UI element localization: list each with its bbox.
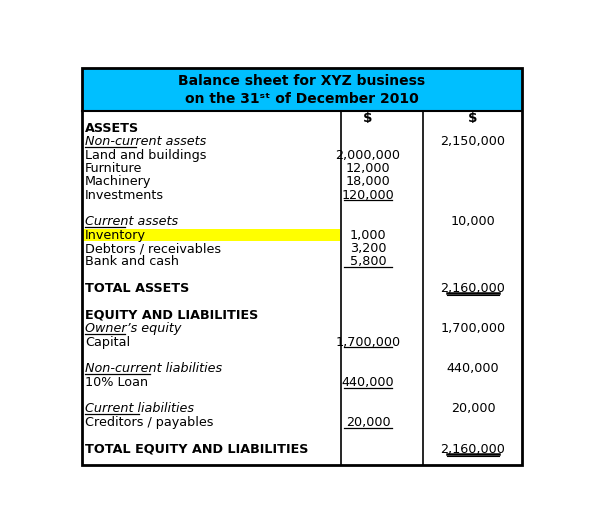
Text: Balance sheet for XYZ business: Balance sheet for XYZ business	[178, 73, 425, 88]
Text: Debtors / receivables: Debtors / receivables	[85, 242, 221, 255]
Text: Machinery: Machinery	[85, 175, 151, 188]
FancyBboxPatch shape	[82, 229, 340, 241]
Text: on the 31ˢᵗ of December 2010: on the 31ˢᵗ of December 2010	[185, 91, 419, 106]
Text: 1,700,000: 1,700,000	[336, 336, 401, 348]
Text: EQUITY AND LIABILITIES: EQUITY AND LIABILITIES	[85, 309, 259, 322]
FancyBboxPatch shape	[82, 68, 522, 111]
Text: TOTAL EQUITY AND LIABILITIES: TOTAL EQUITY AND LIABILITIES	[85, 442, 309, 456]
Text: 3,200: 3,200	[350, 242, 386, 255]
Text: 5,800: 5,800	[350, 256, 386, 268]
Text: 1,000: 1,000	[350, 229, 386, 242]
Text: $: $	[468, 112, 478, 126]
Text: Inventory: Inventory	[85, 229, 146, 242]
Text: TOTAL ASSETS: TOTAL ASSETS	[85, 282, 189, 295]
Text: 10% Loan: 10% Loan	[85, 376, 148, 389]
Text: Non-current assets: Non-current assets	[85, 135, 206, 148]
Text: 20,000: 20,000	[451, 402, 495, 416]
Text: $: $	[363, 112, 373, 126]
Text: Capital: Capital	[85, 336, 130, 348]
Text: Furniture: Furniture	[85, 162, 143, 175]
Text: 12,000: 12,000	[346, 162, 391, 175]
Text: Land and buildings: Land and buildings	[85, 148, 207, 162]
Text: 2,160,000: 2,160,000	[441, 442, 505, 456]
Text: 1,700,000: 1,700,000	[441, 322, 505, 335]
Text: 120,000: 120,000	[342, 188, 395, 202]
Text: Owner’s equity: Owner’s equity	[85, 322, 181, 335]
Text: 20,000: 20,000	[346, 416, 391, 429]
Text: Non-current liabilities: Non-current liabilities	[85, 362, 222, 375]
Text: 440,000: 440,000	[342, 376, 395, 389]
Text: 2,150,000: 2,150,000	[441, 135, 505, 148]
Text: 2,000,000: 2,000,000	[336, 148, 401, 162]
Text: 2,160,000: 2,160,000	[441, 282, 505, 295]
Text: Bank and cash: Bank and cash	[85, 256, 179, 268]
Text: Current assets: Current assets	[85, 215, 178, 228]
Text: 440,000: 440,000	[446, 362, 499, 375]
Text: Creditors / payables: Creditors / payables	[85, 416, 214, 429]
Text: 10,000: 10,000	[451, 215, 495, 228]
Text: Current liabilities: Current liabilities	[85, 402, 194, 416]
Text: 18,000: 18,000	[346, 175, 391, 188]
Text: ASSETS: ASSETS	[85, 122, 139, 135]
Text: Investments: Investments	[85, 188, 164, 202]
